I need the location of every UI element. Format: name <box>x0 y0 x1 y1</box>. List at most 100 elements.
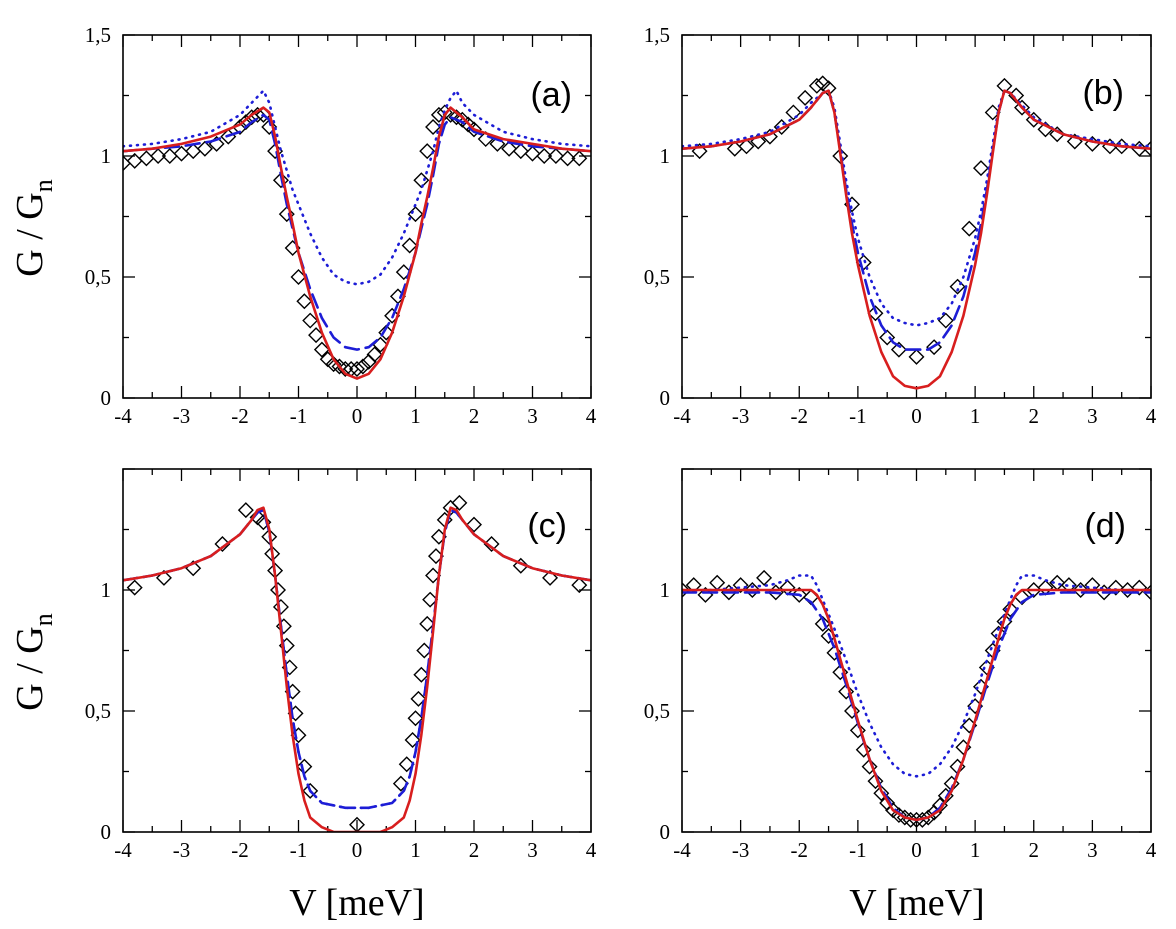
data-point-d <box>756 569 773 586</box>
plot-layer-a: -4 -3 -2 -1 0 1 2 3 4 0 0,5 1 1,5 <box>85 23 597 428</box>
panel-d: -4 -3 -2 -1 0 1 2 3 4 0 0,5 1 (d) <box>644 468 1157 862</box>
data-point-b <box>972 160 989 177</box>
data-point-c <box>126 579 143 596</box>
x-tick-label-d: -1 <box>849 838 867 862</box>
data-point-a <box>232 118 248 135</box>
data-point-a <box>296 293 313 310</box>
data-point-a <box>237 114 254 131</box>
data-point-d <box>1002 601 1019 618</box>
data-point-a <box>325 356 342 373</box>
panel-label-c: (c) <box>527 507 567 545</box>
x-tick-label-d: 1 <box>970 838 981 862</box>
data-point-c <box>571 577 588 594</box>
x-tick-label-b: -2 <box>791 404 809 428</box>
x-tick-label-c: -4 <box>114 838 132 862</box>
data-point-d <box>890 807 907 824</box>
series-group-b <box>682 75 1151 390</box>
x-tick-label-a: 4 <box>586 404 597 428</box>
x-tick-label-c: 0 <box>352 838 363 862</box>
x-tick-label-a: -1 <box>290 404 308 428</box>
x-tick-label-c: 4 <box>586 838 597 862</box>
data-point-d <box>873 785 890 802</box>
plot-layer-d: -4 -3 -2 -1 0 1 2 3 4 0 0,5 1 <box>644 468 1157 862</box>
plot-layer-b: -4 -3 -2 -1 0 1 2 3 4 0 0,5 1 1,5 <box>644 23 1157 428</box>
data-point-c <box>466 516 482 533</box>
data-point-d <box>814 615 831 632</box>
x-tick-label-a: 2 <box>469 404 480 428</box>
dashed-curve-d <box>682 591 1151 822</box>
x-tick-label-a: -2 <box>231 404 249 428</box>
data-point-a <box>401 237 418 254</box>
x-tick-label-b: 1 <box>970 404 981 428</box>
solid-curve-d <box>682 588 1151 822</box>
solid-curve-a <box>123 106 591 380</box>
data-point-c <box>214 536 231 553</box>
x-tick-label-a: -4 <box>114 404 132 428</box>
data-point-d <box>744 582 761 598</box>
panel-c: -4 -3 -2 -1 0 1 2 3 4 0 0,5 1 (c) <box>85 468 597 862</box>
data-point-c <box>542 569 559 586</box>
solid-curve-c <box>123 506 591 832</box>
x-tick-label-d: -4 <box>673 838 691 862</box>
data-point-c <box>261 528 278 545</box>
y-tick-label-b: 1 <box>660 144 671 168</box>
x-tick-label-b: -4 <box>673 404 691 428</box>
data-point-d <box>709 574 726 591</box>
data-point-a <box>302 312 319 329</box>
ylabel-top-sub: n <box>29 179 58 192</box>
data-point-a <box>395 264 412 281</box>
panel-b: -4 -3 -2 -1 0 1 2 3 4 0 0,5 1 1,5 (b) <box>644 23 1157 428</box>
x-tick-label-b: 2 <box>1029 404 1040 428</box>
data-point-c <box>272 598 289 615</box>
data-point-a <box>407 206 424 223</box>
data-point-c <box>398 756 415 773</box>
data-point-a <box>349 360 365 377</box>
data-point-a <box>571 150 588 167</box>
xlabel-left: V [meV] <box>289 882 424 924</box>
data-point-a <box>425 118 442 135</box>
plot-frame-b <box>681 34 1152 399</box>
data-point-d <box>885 802 902 819</box>
data-point-d <box>844 703 861 719</box>
y-tick-label-d: 1 <box>660 578 671 602</box>
data-point-a <box>331 358 348 375</box>
data-point-b <box>908 348 925 365</box>
x-tick-label-c: -1 <box>290 838 308 862</box>
x-tick-label-b: -3 <box>732 404 750 428</box>
data-point-a <box>413 172 430 189</box>
data-point-d <box>832 664 849 681</box>
ylabel-bottom-main: G / G <box>9 626 51 710</box>
data-point-b <box>808 77 825 94</box>
data-point-b <box>890 341 907 358</box>
data-point-a <box>249 106 266 123</box>
data-point-d <box>682 582 690 598</box>
series-group-c <box>123 494 591 832</box>
data-point-d <box>867 773 884 790</box>
data-point-d <box>1131 579 1148 596</box>
y-tick-label-d: 0 <box>660 820 671 844</box>
data-point-b <box>879 329 896 346</box>
data-point-c <box>410 690 427 707</box>
y-tick-label-a: 1,5 <box>85 23 111 47</box>
data-point-b <box>937 312 954 329</box>
x-tick-label-d: 2 <box>1029 838 1040 862</box>
data-point-a <box>454 111 471 128</box>
x-tick-label-c: 3 <box>527 838 538 862</box>
x-tick-label-d: -3 <box>732 838 750 862</box>
data-point-b <box>867 305 884 322</box>
data-point-b <box>785 104 802 121</box>
data-point-a <box>278 206 295 223</box>
data-point-c <box>483 536 500 553</box>
x-tick-label-a: 1 <box>410 404 421 428</box>
plot-frame-c <box>122 468 592 833</box>
x-tick-label-a: 3 <box>527 404 538 428</box>
xlabel-right: V [meV] <box>849 882 984 924</box>
x-tick-label-c: -3 <box>173 838 191 862</box>
x-tick-label-d: -2 <box>791 838 809 862</box>
data-point-a <box>173 145 190 162</box>
data-point-c <box>237 502 254 519</box>
data-point-b <box>1049 126 1066 143</box>
panel-label-a: (a) <box>530 76 572 114</box>
x-tick-label-b: 3 <box>1087 404 1098 428</box>
